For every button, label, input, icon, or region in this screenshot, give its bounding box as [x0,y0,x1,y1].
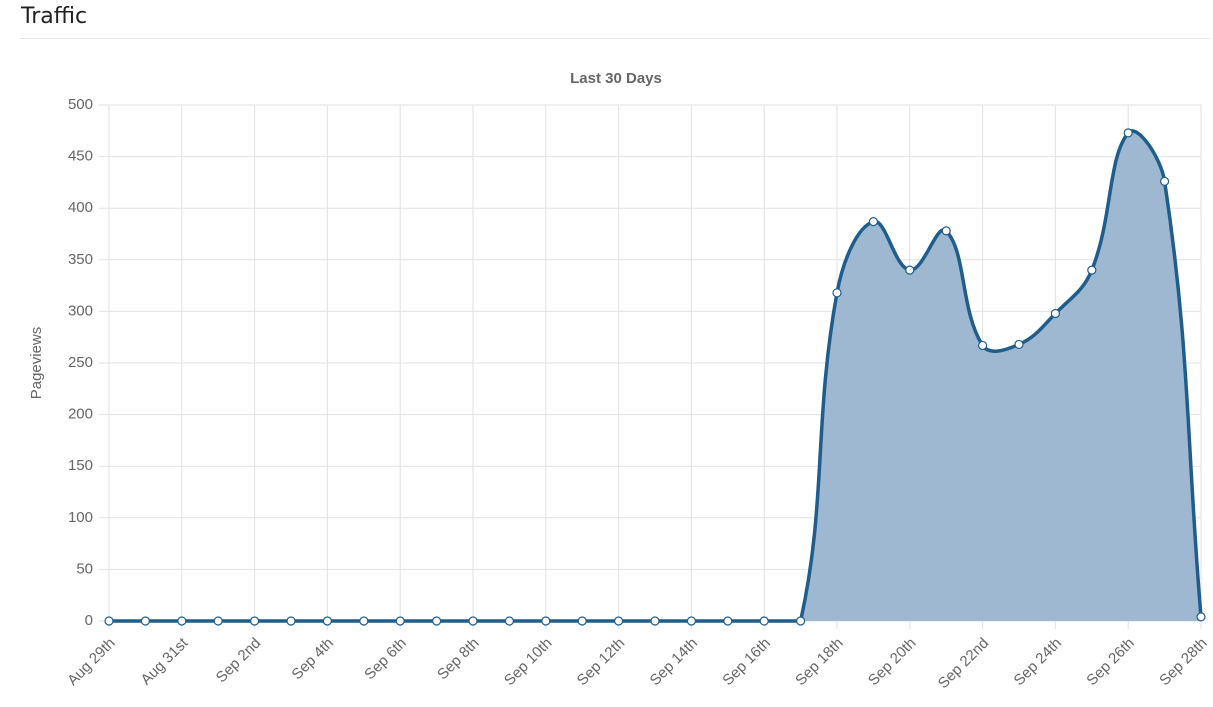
data-point [1050,308,1061,319]
data-point [322,616,332,626]
data-point [1159,176,1170,186]
x-tick-label: Sep 18th [792,635,846,689]
y-tick-label: 500 [68,96,93,113]
x-tick-label: Sep 6th [361,635,410,684]
y-tick-label: 400 [68,199,93,216]
y-tick-label: 350 [68,251,93,268]
data-point [1123,128,1133,138]
x-tick-label: Sep 16th [719,635,773,689]
data-point [177,616,187,626]
data-point [795,616,806,626]
x-tick-label: Sep 28th [1156,635,1210,689]
y-tick-label: 250 [68,354,93,371]
chart-title: Last 30 Days [570,70,662,87]
x-tick-label: Sep 22nd [935,635,992,692]
x-tick-label: Sep 12th [574,635,628,689]
data-point [504,616,514,626]
x-tick-label: Aug 31st [138,634,192,688]
data-point [140,616,150,626]
x-tick-label: Sep 20th [865,635,919,689]
divider [20,38,1210,39]
y-tick-label: 200 [68,406,93,423]
data-point [286,616,296,626]
x-tick-label: Sep 8th [434,635,483,684]
data-point [686,616,697,626]
section-title: Traffic [21,4,88,29]
data-point [1087,265,1097,275]
area-fill [109,130,1201,621]
data-point [941,226,951,236]
y-axis-label: Pageviews [28,327,45,400]
data-point [868,217,879,227]
y-tick-label: 0 [85,612,93,629]
x-tick-label: Sep 10th [501,635,555,689]
data-point [213,616,223,626]
x-tick-label: Sep 14th [647,635,701,689]
data-point [1014,339,1024,350]
data-point [977,340,988,351]
x-tick-label: Sep 2nd [213,635,265,687]
data-point [395,616,405,626]
data-point [541,616,551,626]
data-point [723,616,733,626]
x-tick-label: Sep 24th [1011,635,1065,689]
data-point [359,616,369,626]
y-tick-label: 300 [68,302,93,319]
y-tick-label: 50 [76,560,93,577]
data-point [905,265,915,275]
data-point [250,616,260,626]
y-tick-label: 450 [68,148,93,165]
data-point [432,616,442,626]
data-point [650,616,660,626]
x-tick-label: Sep 26th [1083,635,1137,689]
data-point [759,616,769,626]
data-point [104,616,114,626]
data-point [577,616,587,626]
x-tick-label: Aug 29th [64,635,118,689]
data-point [468,616,478,626]
y-tick-label: 100 [68,509,93,526]
x-tick-label: Sep 4th [288,635,337,684]
data-point [613,616,624,626]
data-point [832,288,842,298]
data-point [1196,612,1206,622]
y-tick-label: 150 [68,457,93,474]
